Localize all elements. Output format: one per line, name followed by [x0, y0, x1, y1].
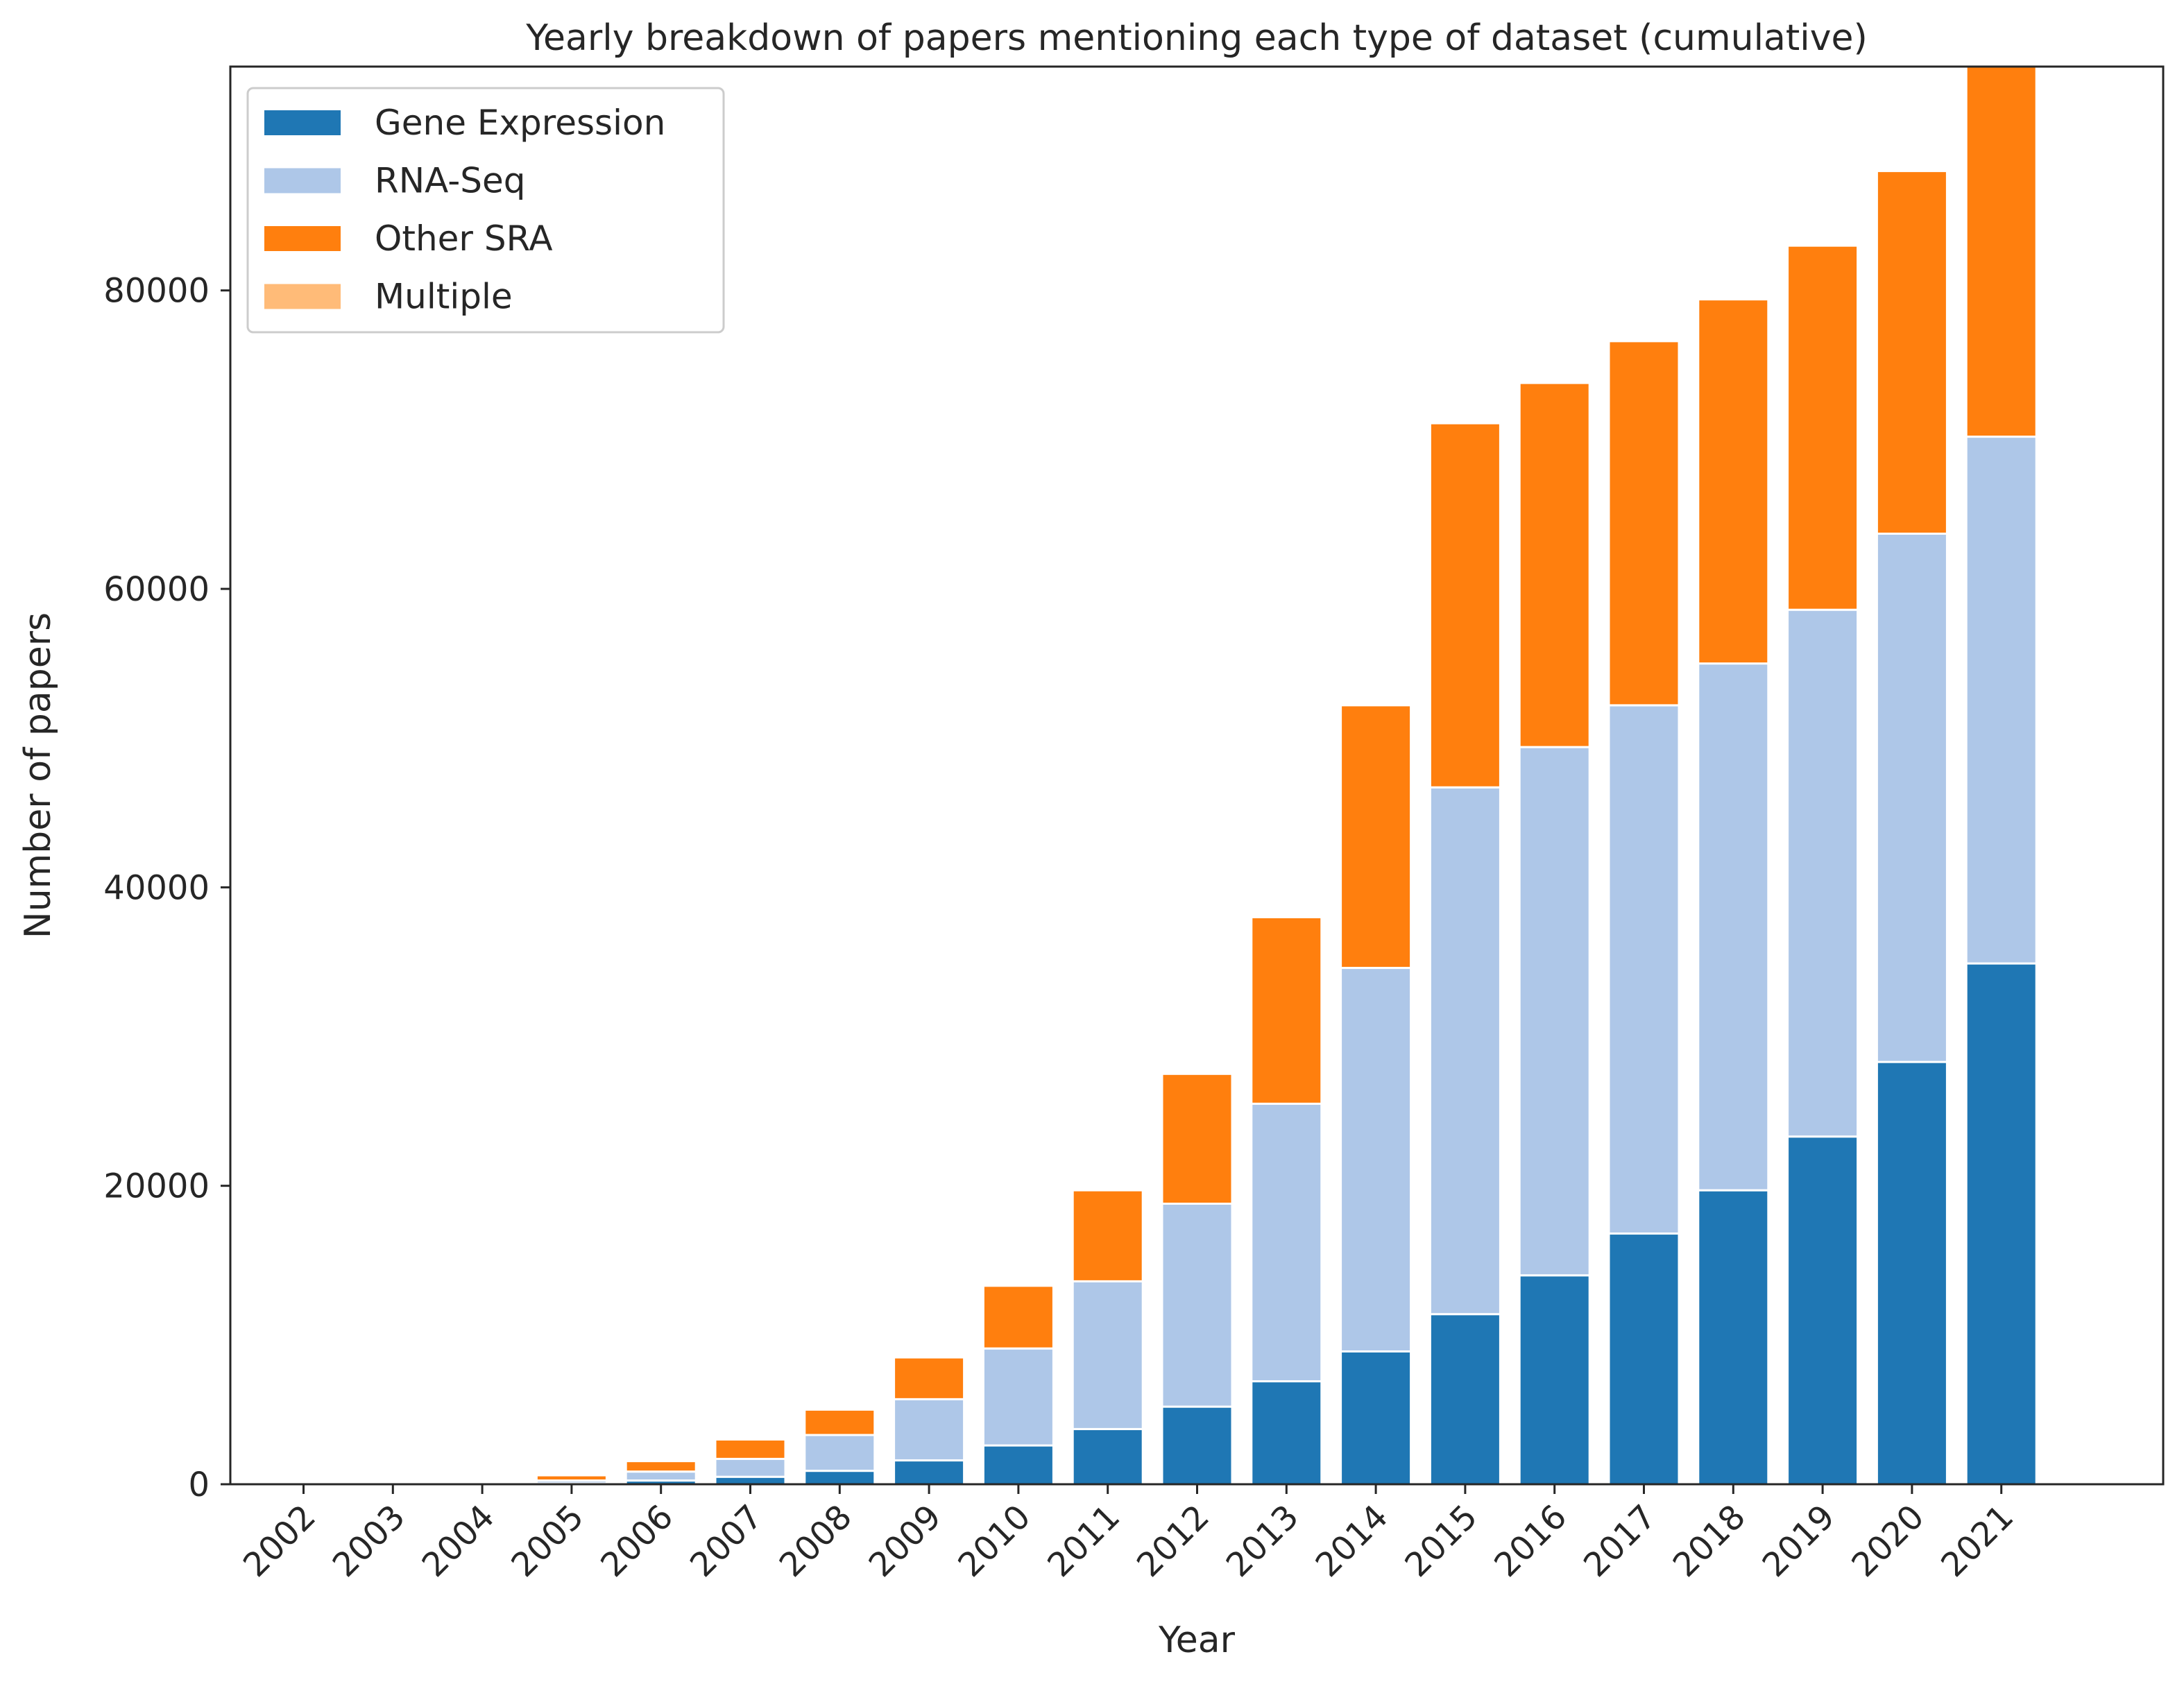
legend-label-gene-expression: Gene Expression	[375, 103, 665, 143]
bar-gene-expression-2014	[1340, 1350, 1413, 1486]
y-tick-label: 0	[188, 1466, 210, 1504]
bar-gene-expression-2020	[1875, 1060, 1948, 1486]
x-tick-label: 2016	[1487, 1497, 1574, 1585]
bar-gene-expression-2017	[1607, 1232, 1680, 1486]
bar-rna-seq-2011	[1071, 1280, 1144, 1430]
bar-gene-expression-2021	[1965, 962, 2038, 1486]
bar-rna-seq-2021	[1965, 436, 2038, 965]
x-tick-label: 2013	[1219, 1497, 1306, 1585]
bar-gene-expression-2018	[1697, 1189, 1770, 1486]
y-axis-ticks: 0 20000 40000 60000 80000	[103, 272, 230, 1504]
bar-rna-seq-2006	[624, 1470, 697, 1482]
bar-other-sra-2008	[803, 1408, 876, 1436]
bar-other-sra-2007	[714, 1438, 787, 1460]
x-tick-label: 2004	[415, 1497, 502, 1585]
x-axis-ticks: 2002 2003 2004 2005 2006 2007 2008 2009 2010 2011…	[236, 1484, 2021, 1585]
y-tick-label: 60000	[103, 570, 210, 609]
legend-swatch-other-sra	[264, 226, 341, 251]
bar-rna-seq-2014	[1340, 967, 1413, 1353]
bar-other-sra-2012	[1161, 1072, 1234, 1205]
y-tick-label: 80000	[103, 272, 210, 311]
bar-rna-seq-2019	[1786, 608, 1859, 1138]
bar-other-sra-2017	[1607, 340, 1680, 707]
x-tick-label: 2014	[1308, 1497, 1396, 1585]
bar-gene-expression-2007	[714, 1475, 787, 1486]
bar-other-sra-2015	[1428, 422, 1501, 789]
bar-rna-seq-2016	[1518, 746, 1591, 1277]
x-tick-label: 2011	[1040, 1497, 1127, 1585]
legend: Gene Expression RNA-Seq Other SRA Multiple	[246, 87, 725, 334]
x-tick-label: 2002	[236, 1497, 323, 1585]
y-tick-label: 20000	[103, 1167, 210, 1206]
bars	[535, 65, 2038, 1486]
x-axis-label: Year	[1158, 1619, 1236, 1661]
x-tick-label: 2018	[1666, 1497, 1753, 1585]
bar-rna-seq-2009	[893, 1398, 966, 1462]
bar-rna-seq-2017	[1607, 704, 1680, 1235]
bar-rna-seq-2010	[982, 1347, 1055, 1447]
x-tick-label: 2015	[1397, 1497, 1485, 1585]
bar-rna-seq-2013	[1250, 1102, 1323, 1383]
bar-gene-expression-2011	[1071, 1427, 1144, 1486]
bar-other-sra-2006	[624, 1460, 697, 1473]
legend-label-rna-seq: RNA-Seq	[375, 161, 526, 201]
bar-gene-expression-2013	[1250, 1380, 1323, 1486]
y-tick-label: 40000	[103, 868, 210, 907]
bar-gene-expression-2009	[893, 1459, 966, 1486]
bar-gene-expression-2016	[1518, 1274, 1591, 1486]
legend-frame	[246, 87, 725, 334]
legend-swatch-multiple	[264, 284, 341, 309]
legend-swatch-gene-expression	[264, 110, 341, 135]
x-tick-label: 2006	[593, 1497, 681, 1585]
x-tick-label: 2021	[1934, 1497, 2021, 1585]
bar-other-sra-2005	[535, 1474, 608, 1482]
bar-other-sra-2021	[1965, 65, 2038, 438]
bar-other-sra-2010	[982, 1285, 1055, 1350]
x-tick-label: 2017	[1576, 1497, 1664, 1585]
x-tick-label: 2012	[1129, 1497, 1217, 1585]
bar-gene-expression-2010	[982, 1444, 1055, 1486]
bar-other-sra-2009	[893, 1356, 966, 1400]
bar-gene-expression-2015	[1428, 1313, 1501, 1486]
bar-rna-seq-2012	[1161, 1203, 1234, 1408]
legend-swatch-rna-seq	[264, 168, 341, 194]
x-tick-label: 2003	[325, 1497, 413, 1585]
x-tick-label: 2010	[950, 1497, 1038, 1585]
legend-label-other-sra: Other SRA	[375, 218, 553, 259]
x-tick-label: 2009	[862, 1497, 949, 1585]
bar-other-sra-2018	[1697, 298, 1770, 665]
bar-other-sra-2019	[1786, 244, 1859, 611]
bar-rna-seq-2015	[1428, 786, 1501, 1316]
x-tick-label: 2020	[1844, 1497, 1931, 1585]
y-axis-label: Number of papers	[17, 612, 59, 938]
bar-other-sra-2016	[1518, 381, 1591, 748]
x-tick-label: 2019	[1755, 1497, 1843, 1585]
bar-other-sra-2013	[1250, 916, 1323, 1105]
bar-gene-expression-2019	[1786, 1135, 1859, 1486]
bar-gene-expression-2012	[1161, 1405, 1234, 1486]
bar-other-sra-2020	[1875, 170, 1948, 535]
bar-rna-seq-2020	[1875, 532, 1948, 1063]
bar-rna-seq-2007	[714, 1457, 787, 1478]
bar-gene-expression-2008	[803, 1470, 876, 1486]
bar-other-sra-2014	[1340, 704, 1413, 970]
bar-other-sra-2011	[1071, 1189, 1144, 1282]
x-tick-label: 2007	[683, 1497, 770, 1585]
bar-rna-seq-2008	[803, 1434, 876, 1472]
chart-title: Yearly breakdown of papers mentioning ea…	[525, 17, 1868, 59]
legend-label-multiple: Multiple	[375, 277, 513, 317]
x-tick-label: 2005	[504, 1497, 591, 1585]
x-tick-label: 2008	[772, 1497, 860, 1585]
bar-rna-seq-2018	[1697, 662, 1770, 1192]
